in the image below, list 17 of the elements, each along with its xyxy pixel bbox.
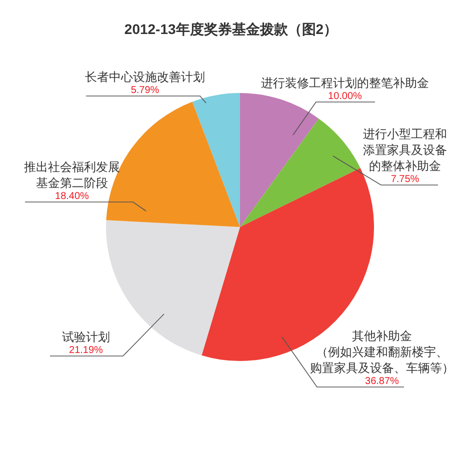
slice-label: 推出社会福利发展基金第二阶段 bbox=[24, 160, 120, 190]
chart-title: 2012-13年度奖券基金拨款（图2） bbox=[123, 20, 339, 38]
pie-slice bbox=[240, 93, 319, 227]
slice-label: 进行小型工程和添置家具及设备的整体补助金 bbox=[363, 127, 447, 173]
data-label: 5.79% bbox=[130, 85, 160, 96]
pie-slice bbox=[192, 93, 240, 227]
data-label: 36.87% bbox=[365, 376, 400, 387]
data-label: 7.75% bbox=[390, 174, 420, 185]
slice-label: 进行装修工程计划的整笔补助金 bbox=[261, 76, 429, 90]
slice-label: 其他补助金（例如兴建和翻新楼宇、购置家具及设备、车辆等） bbox=[310, 329, 454, 375]
pie-slice bbox=[106, 102, 240, 227]
data-label: 21.19% bbox=[69, 345, 104, 356]
pie-slice bbox=[240, 118, 360, 227]
data-label: 10.00% bbox=[328, 91, 362, 102]
slice-label: 试验计划 bbox=[62, 330, 110, 344]
slice-label: 长者中心设施改善计划 bbox=[85, 70, 205, 84]
data-label: 18.40% bbox=[55, 191, 90, 202]
